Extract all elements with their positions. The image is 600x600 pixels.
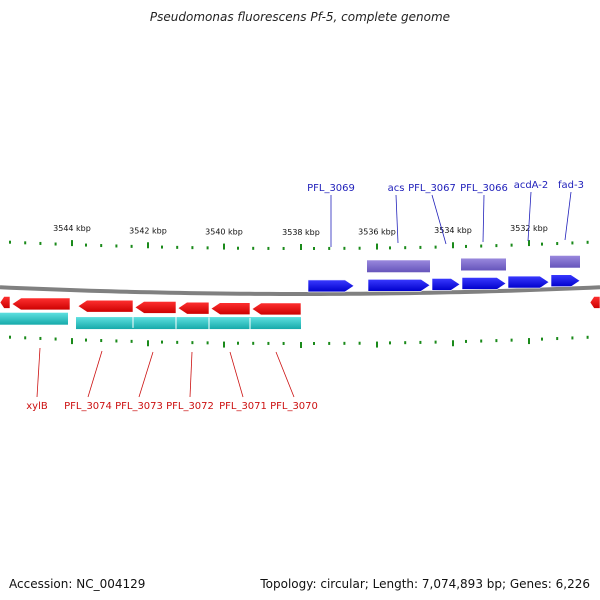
gene-label-forward: acdA-2 [514, 180, 549, 191]
gene-reverse [0, 296, 11, 309]
tick-row-top [9, 240, 589, 250]
gene-label-forward: PFL_3066 [460, 183, 508, 194]
gene-label-forward: fad-3 [558, 180, 584, 191]
feature-reverse [0, 312, 68, 325]
feature-forward [367, 260, 430, 273]
feature-forward [550, 255, 580, 268]
scale-label: 3544 kbp [53, 224, 91, 233]
gene-forward [431, 278, 461, 291]
scale-labels: 3544 kbp 3542 kbp 3540 kbp 3538 kbp 3536 kbp… [53, 224, 548, 237]
scale-label: 3536 kbp [358, 228, 396, 237]
leader-line [431, 194, 447, 245]
feature-forward [461, 258, 506, 271]
leader-line [189, 351, 193, 398]
gene-label-forward: PFL_3067 [408, 183, 456, 194]
accession-text: Accession: NC_004129 [9, 577, 146, 591]
leader-line [229, 351, 244, 398]
gene-reverse [210, 302, 251, 315]
scale-label: 3540 kbp [205, 228, 243, 237]
features [0, 255, 580, 330]
leader-line [275, 351, 295, 398]
scale-label: 3538 kbp [282, 228, 320, 237]
gene-label-reverse: PFL_3070 [270, 401, 318, 412]
gene-reverse [77, 299, 134, 313]
scale-label: 3534 kbp [434, 226, 472, 235]
leader-line [527, 191, 532, 242]
leader-line [36, 347, 41, 398]
leader-line [564, 191, 572, 241]
gene-label-forward: PFL_3069 [307, 183, 355, 194]
scale-label: 3542 kbp [129, 226, 167, 235]
tick-row-bottom [9, 335, 589, 348]
feature-reverse [76, 317, 301, 330]
map-title: Pseudomonas fluorescens Pf-5, complete g… [149, 10, 451, 24]
gene-labels: PFL_3069 acs PFL_3067 PFL_3066 acdA-2 fad-3 xy… [26, 180, 584, 412]
gene-reverse [177, 301, 210, 315]
gene-label-reverse: PFL_3073 [115, 401, 163, 412]
gene-forward [550, 274, 581, 288]
leader-line [87, 350, 103, 398]
gene-forward [367, 278, 431, 292]
gene-forward [307, 279, 355, 293]
gene-forward [507, 275, 550, 289]
genome-summary-text: Topology: circular; Length: 7,074,893 bp… [260, 577, 590, 591]
gene-reverse [589, 296, 600, 309]
gene-forward [461, 277, 507, 290]
backbone-line [0, 285, 600, 297]
gene-reverse [134, 301, 177, 314]
leader-line [395, 194, 399, 244]
gene-label-forward: acs [388, 183, 405, 194]
gene-reverse [11, 297, 71, 311]
leader-line [482, 194, 485, 243]
gene-label-reverse: PFL_3072 [166, 401, 214, 412]
label-leaders [36, 191, 572, 398]
leader-line [138, 351, 154, 398]
backbone [0, 285, 600, 297]
gene-label-reverse: xylB [26, 401, 48, 412]
gene-label-reverse: PFL_3071 [219, 401, 267, 412]
gene-label-reverse: PFL_3074 [64, 401, 112, 412]
genes [0, 274, 600, 316]
gene-reverse [251, 302, 302, 316]
